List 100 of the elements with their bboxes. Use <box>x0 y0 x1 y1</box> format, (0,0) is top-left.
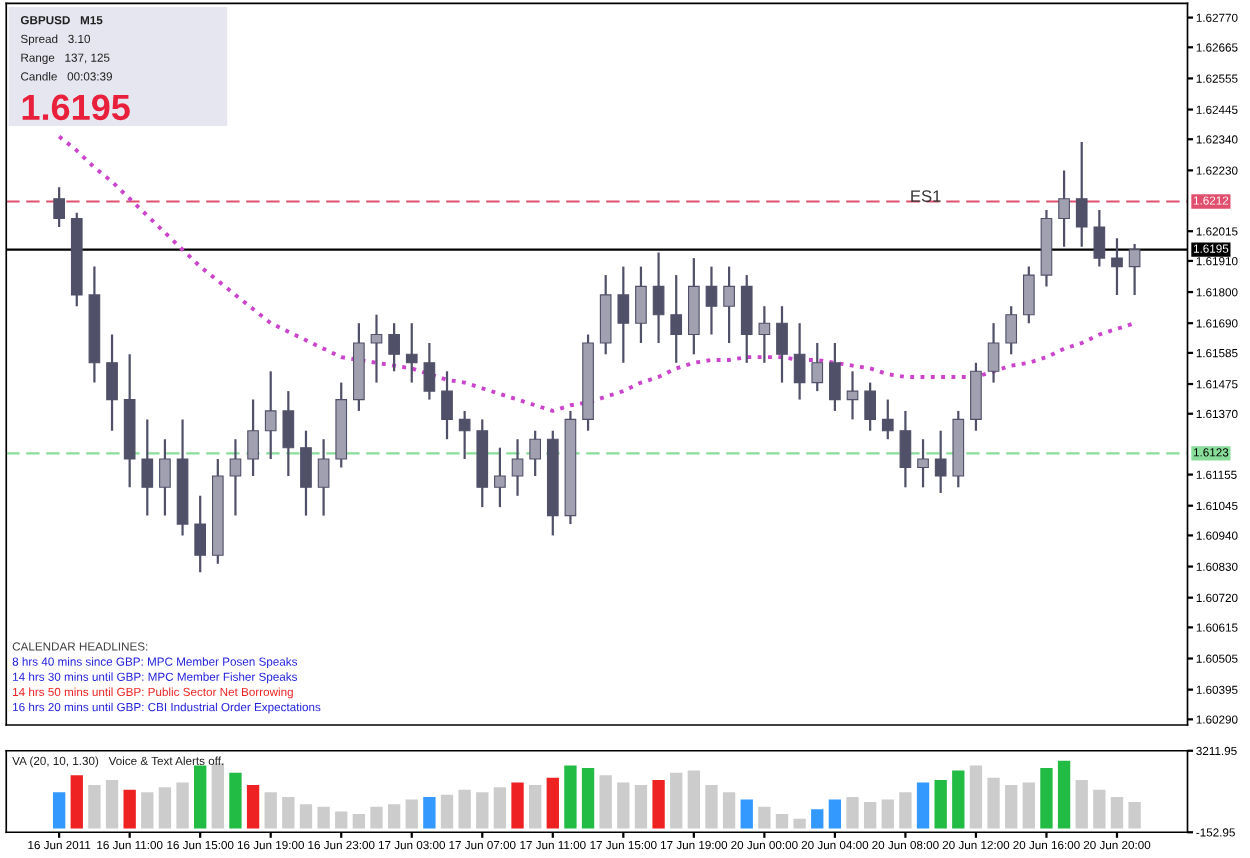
candlestick <box>423 341 436 401</box>
bar <box>828 799 842 829</box>
annotation: ES1 <box>911 190 941 203</box>
bar <box>916 782 930 829</box>
candlestick <box>282 389 295 478</box>
bar <box>458 789 471 829</box>
bar <box>52 792 66 829</box>
candlestick <box>917 438 929 489</box>
line-series <box>57 134 1137 413</box>
bar <box>987 777 1000 829</box>
candlestick <box>881 398 894 441</box>
candlestick <box>370 313 383 384</box>
candlestick <box>705 265 718 336</box>
bar <box>546 777 559 829</box>
bar <box>581 768 595 829</box>
candlestick <box>617 265 630 364</box>
bar <box>899 792 912 829</box>
candlestick <box>1093 208 1106 268</box>
candlestick <box>1128 242 1141 296</box>
candlestick <box>53 186 65 229</box>
candlestick <box>635 265 647 345</box>
bar <box>811 809 824 829</box>
bar <box>687 770 701 829</box>
candlestick <box>106 333 118 432</box>
bar <box>405 799 418 829</box>
bar <box>670 772 683 829</box>
bar <box>299 804 313 829</box>
bar <box>423 797 436 829</box>
bar <box>1005 784 1018 829</box>
bar <box>617 782 630 829</box>
bar <box>141 792 154 829</box>
bar <box>793 818 806 829</box>
candlestick <box>441 370 453 441</box>
candlestick <box>776 305 788 384</box>
bar <box>1075 780 1088 829</box>
annotation: 1.6195 <box>22 94 130 121</box>
bar <box>599 775 612 829</box>
candlestick <box>811 341 824 393</box>
bar <box>282 797 295 829</box>
bar <box>846 797 859 829</box>
bar <box>1093 789 1106 829</box>
candlestick <box>194 494 207 574</box>
candlestick <box>494 446 506 509</box>
candlestick <box>405 322 418 384</box>
candlestick <box>1022 265 1035 325</box>
bar <box>934 780 947 829</box>
bar <box>722 792 736 829</box>
bar <box>881 799 894 829</box>
bar <box>564 765 577 829</box>
candlestick <box>899 409 912 489</box>
bar <box>194 765 207 829</box>
bar <box>387 804 401 829</box>
bar <box>123 789 136 829</box>
bar <box>1110 797 1124 829</box>
bar <box>352 814 366 829</box>
candlestick <box>758 305 771 364</box>
bar <box>1057 760 1071 829</box>
candlestick <box>300 429 312 517</box>
candlestick <box>829 341 841 413</box>
bar <box>652 780 665 829</box>
bar <box>863 801 877 829</box>
candlestick <box>1075 140 1088 248</box>
bar <box>476 792 489 829</box>
bar <box>740 799 753 829</box>
candlestick <box>793 322 806 401</box>
candlestick <box>846 370 859 421</box>
bar <box>70 775 83 829</box>
bar <box>211 763 224 829</box>
candlestick <box>723 265 735 345</box>
bar <box>88 784 101 829</box>
candlestick <box>511 438 524 497</box>
candlestick <box>458 409 471 461</box>
bar <box>952 770 965 829</box>
bar <box>529 784 542 829</box>
bar <box>758 806 771 829</box>
bar <box>1128 801 1141 829</box>
candlestick <box>1058 169 1070 248</box>
candlestick <box>934 429 947 495</box>
bar <box>264 792 277 829</box>
bar <box>1040 768 1053 829</box>
bar <box>370 806 383 829</box>
candlestick <box>388 322 400 373</box>
candlestick <box>1005 305 1018 356</box>
bar <box>246 784 260 829</box>
bar <box>158 787 172 829</box>
bar <box>493 787 507 829</box>
bar <box>335 811 348 829</box>
bar <box>176 782 189 829</box>
bar <box>105 780 119 829</box>
bar <box>634 784 648 829</box>
bar <box>440 794 454 829</box>
bar <box>317 806 330 829</box>
bar <box>229 772 242 829</box>
candlestick <box>141 418 154 517</box>
candlestick <box>1111 237 1123 296</box>
candlestick <box>247 398 259 478</box>
bar <box>1022 782 1035 829</box>
candlestick <box>159 438 171 517</box>
bar <box>511 782 524 829</box>
candlestick <box>652 251 665 345</box>
